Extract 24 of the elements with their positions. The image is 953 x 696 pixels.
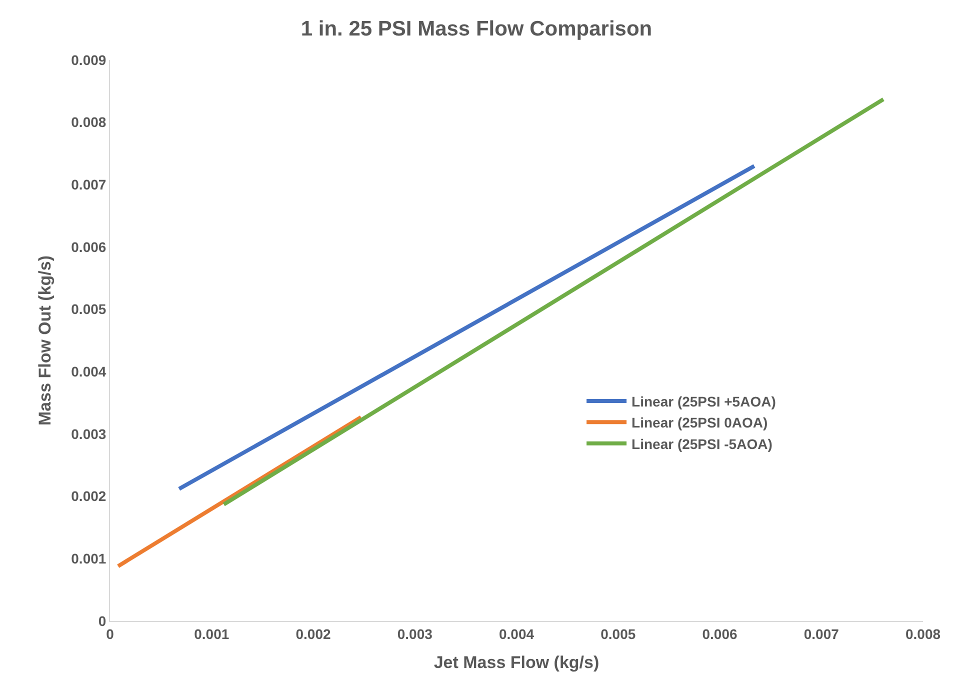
legend-label: Linear (25PSI +5AOA) [632,393,776,410]
x-tick-label: 0.006 [702,626,738,642]
y-tick-label: 0.003 [71,426,106,442]
x-axis-title: Jet Mass Flow (kg/s) [434,653,600,672]
x-tick-label: 0.004 [498,626,534,642]
x-tick-label: 0.001 [194,626,230,642]
y-axis-title: Mass Flow Out (kg/s) [36,255,55,426]
x-tick-label: 0.007 [804,626,840,642]
legend-label: Linear (25PSI -5AOA) [632,436,772,452]
x-tick-label: 0.002 [296,626,331,642]
y-tick-label: 0 [98,612,106,629]
y-tick-label: 0.005 [71,301,106,318]
y-tick-label: 0.007 [71,176,106,193]
y-tick-label: 0.009 [71,52,106,68]
x-tick-label: 0.005 [600,626,636,642]
y-tick-label: 0.006 [71,238,106,255]
y-tick-label: 0.008 [71,114,106,130]
y-tick-label: 0.002 [71,488,106,504]
x-tick-label: 0.003 [397,626,433,642]
y-tick-label: 0.001 [71,550,106,567]
legend-label: Linear (25PSI 0AOA) [632,414,768,431]
x-tick-label: 0.008 [905,626,941,642]
y-tick-label: 0.004 [71,364,106,380]
chart-title: 1 in. 25 PSI Mass Flow Comparison [300,18,652,41]
